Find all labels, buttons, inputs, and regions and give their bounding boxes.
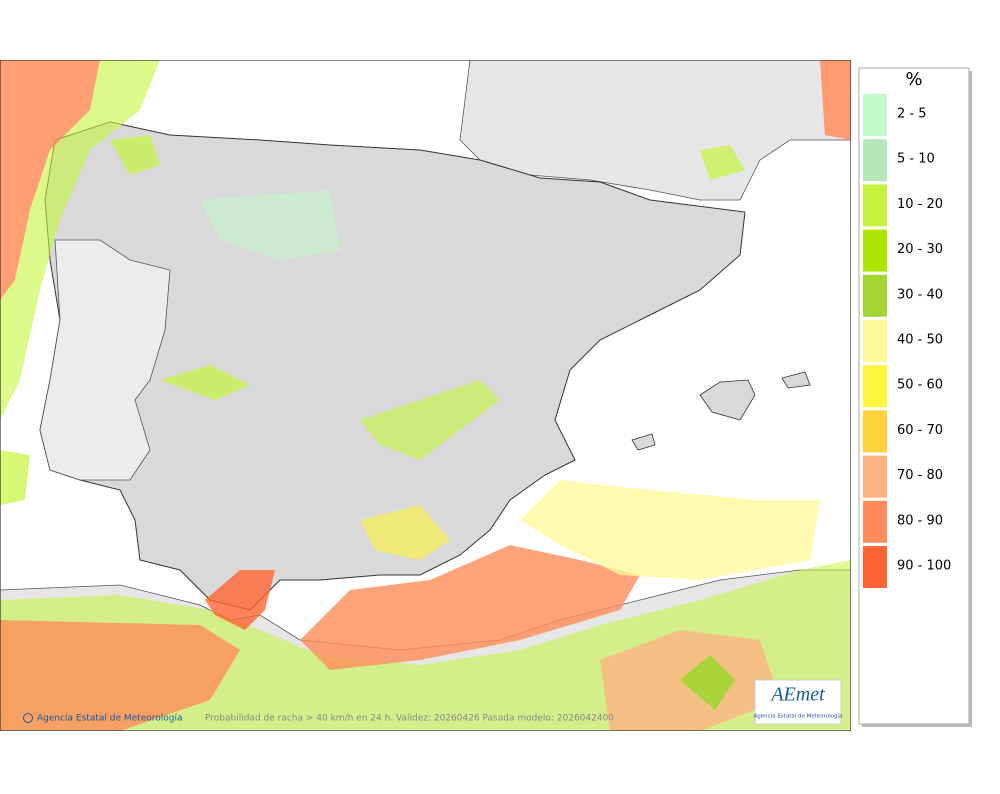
gust-area bbox=[700, 145, 745, 180]
gust-area bbox=[300, 545, 640, 670]
legend-swatch bbox=[863, 546, 887, 588]
legend-swatch bbox=[863, 410, 887, 453]
legend-swatch bbox=[863, 184, 887, 227]
portugal bbox=[39, 239, 171, 481]
legend-label: 5 - 10 bbox=[897, 152, 935, 167]
gust-area bbox=[110, 135, 160, 175]
gust-area bbox=[520, 480, 820, 580]
ibiza bbox=[631, 433, 656, 451]
gust-area bbox=[0, 620, 240, 731]
legend-swatch bbox=[863, 500, 887, 543]
map bbox=[0, 60, 851, 731]
gust-area bbox=[0, 60, 160, 420]
mallorca bbox=[699, 379, 756, 421]
gust-area bbox=[360, 505, 450, 560]
credit: Agencia Estatal de Meteorología bbox=[37, 714, 183, 724]
legend-label: 90 - 100 bbox=[897, 559, 951, 574]
copyright-icon bbox=[23, 713, 33, 723]
legend-label: 2 - 5 bbox=[897, 107, 927, 122]
gust-area bbox=[205, 570, 275, 630]
legend-label: 50 - 60 bbox=[897, 378, 943, 393]
legend-swatch bbox=[863, 94, 887, 136]
legend-swatch bbox=[863, 139, 887, 182]
menorca bbox=[781, 371, 811, 389]
legend-swatch bbox=[863, 274, 887, 317]
legend-title: % bbox=[905, 69, 922, 90]
gust-area bbox=[360, 380, 500, 460]
legend-swatch bbox=[863, 365, 887, 408]
legend-label: 60 - 70 bbox=[897, 423, 943, 438]
gust-area bbox=[680, 655, 735, 710]
logo-text: AEmet bbox=[769, 684, 825, 706]
legend-swatch bbox=[863, 455, 887, 498]
legend-label: 40 - 50 bbox=[897, 333, 943, 348]
gust-area bbox=[820, 60, 851, 140]
gust-area bbox=[0, 60, 100, 300]
caption: Probabilidad de racha > 40 km/h en 24 h.… bbox=[205, 714, 614, 724]
logo-box bbox=[754, 679, 842, 725]
legend-label: 10 - 20 bbox=[897, 197, 943, 212]
legend-items: 2 - 5 5 - 10 10 - 20 20 - 30 30 - 40 40 - 50 5… bbox=[863, 94, 951, 588]
legend-label: 20 - 30 bbox=[897, 242, 943, 257]
legend-label: 30 - 40 bbox=[897, 287, 943, 302]
legend-swatch bbox=[863, 229, 887, 272]
legend-swatch bbox=[863, 320, 887, 362]
gust-area bbox=[160, 365, 250, 400]
logo-subtitle: Agencia Estatal de Meteorología bbox=[754, 713, 843, 720]
legend-label: 80 - 90 bbox=[897, 513, 943, 528]
legend-label: 70 - 80 bbox=[897, 468, 943, 483]
gust-area bbox=[200, 190, 340, 260]
gust-area bbox=[0, 450, 30, 505]
